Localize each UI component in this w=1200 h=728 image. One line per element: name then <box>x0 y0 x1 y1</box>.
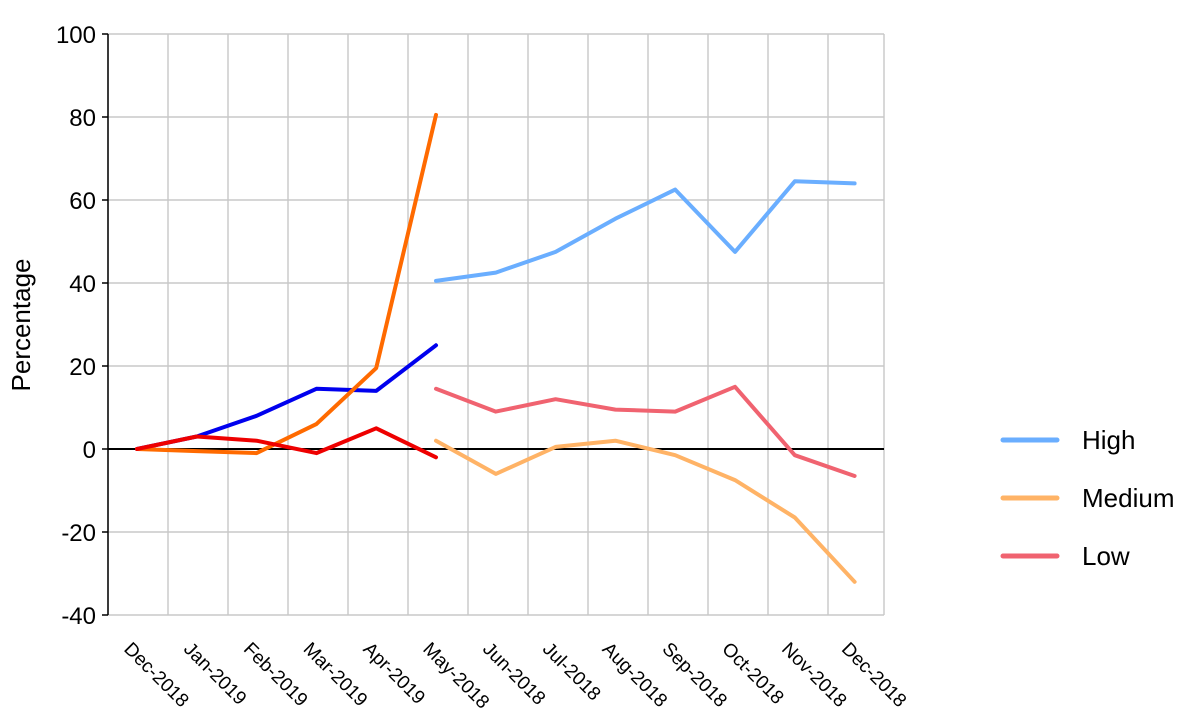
x-tick-label: Dec-2018 <box>837 639 910 712</box>
legend-label-high: High <box>1082 425 1135 455</box>
y-axis-label: Percentage <box>6 259 36 392</box>
y-tick-label: 60 <box>69 188 96 215</box>
y-tick-label: 100 <box>56 22 96 49</box>
x-tick-label: Aug-2018 <box>598 639 671 712</box>
x-tick-label: Dec-2018 <box>119 639 192 712</box>
series-line-low <box>434 384 857 478</box>
series-line-high <box>434 179 857 283</box>
y-tick-label: -40 <box>61 603 96 630</box>
series-line-medium <box>434 438 857 584</box>
y-tick-label: -20 <box>61 520 96 547</box>
series-lines <box>135 112 857 584</box>
grid <box>107 33 885 616</box>
x-tick-label: Mar-2019 <box>299 639 371 711</box>
y-tick-label: 40 <box>69 271 96 298</box>
legend-label-medium: Medium <box>1082 483 1174 513</box>
y-tick-label: 80 <box>69 105 96 132</box>
legend-label-low: Low <box>1082 541 1130 571</box>
y-tick-label: 0 <box>83 437 96 464</box>
series-line-6 <box>135 426 438 460</box>
axes <box>102 33 884 616</box>
y-tick-label: 20 <box>69 354 96 381</box>
x-tick-label: Nov-2018 <box>777 639 850 712</box>
x-tick-label: Sep-2018 <box>658 639 731 712</box>
y-tick-labels: 100 80 60 40 20 0 -20 -40 <box>56 22 96 630</box>
series-line-5 <box>135 112 438 456</box>
legend: High Medium Low <box>1000 425 1174 571</box>
x-tick-labels: Dec-2018Jan-2019Feb-2019Mar-2019Apr-2019… <box>119 639 910 714</box>
x-tick-label: Feb-2019 <box>239 639 311 711</box>
x-tick-label: Apr-2019 <box>359 639 429 709</box>
